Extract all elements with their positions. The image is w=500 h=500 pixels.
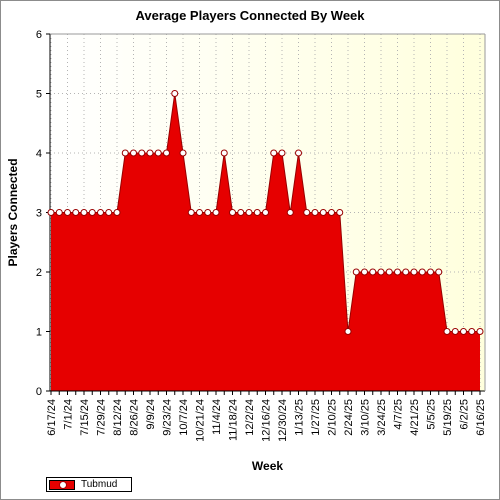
data-point [196, 209, 203, 216]
data-point [476, 328, 484, 335]
data-point [138, 149, 146, 157]
y-tick-label: 6 [36, 29, 42, 41]
x-tick-label: 2/24/25 [343, 399, 355, 436]
x-tick-label: 8/12/24 [112, 399, 124, 436]
data-point [394, 268, 401, 276]
data-point [113, 209, 121, 216]
data-point [130, 149, 137, 157]
data-point [229, 209, 236, 216]
x-tick-label: 6/2/25 [459, 399, 471, 430]
data-point [179, 149, 187, 157]
y-axis-label: Players Connected [6, 158, 20, 266]
x-tick-label: 5/19/25 [442, 399, 454, 436]
data-point [278, 149, 286, 157]
data-point [303, 209, 311, 216]
data-point [204, 209, 212, 216]
data-point [105, 209, 113, 216]
data-point [336, 209, 344, 216]
x-tick-label: 2/10/25 [327, 399, 339, 436]
series-area-fill [51, 93, 480, 391]
data-point [344, 328, 352, 335]
data-point [427, 268, 434, 276]
data-point [377, 268, 385, 276]
data-point [361, 268, 368, 276]
x-tick-label: 4/21/25 [409, 399, 421, 436]
data-point [64, 209, 71, 216]
data-point [443, 328, 451, 335]
x-tick-label: 9/9/24 [145, 399, 157, 430]
legend: Tubmud [46, 477, 132, 492]
y-tick-label: 4 [36, 148, 42, 160]
data-point [72, 209, 80, 216]
data-point [468, 328, 476, 335]
legend-marker-icon [59, 481, 67, 489]
data-point [47, 209, 55, 216]
x-tick-labels: 6/17/24 7/1/24 7/15/24 7/29/24 8/12/24 8/26/2… [46, 399, 487, 442]
data-point [402, 268, 410, 276]
data-point [121, 149, 129, 157]
x-tick-label: 4/7/25 [393, 399, 405, 430]
x-tick-label: 10/7/24 [178, 399, 190, 436]
data-point [435, 268, 443, 276]
data-point [451, 328, 459, 335]
data-point [270, 149, 278, 157]
chart-title: Average Players Connected By Week [135, 8, 365, 23]
x-tick-label: 7/1/24 [63, 399, 75, 430]
data-point [418, 268, 426, 276]
data-point [97, 209, 104, 216]
data-point [328, 209, 335, 216]
data-point [245, 209, 253, 216]
x-tick-label: 12/30/24 [277, 399, 289, 442]
series-markers [47, 90, 484, 335]
x-axis-label: Week [252, 459, 283, 473]
y-tick-label: 1 [36, 327, 42, 339]
data-point [253, 209, 261, 216]
data-point [295, 149, 302, 157]
x-tick-label: 11/4/24 [211, 399, 223, 435]
y-tick-label: 3 [36, 208, 42, 220]
x-tick-label: 1/13/25 [294, 399, 306, 436]
x-tick-label: 6/17/24 [46, 399, 58, 436]
x-tick-label: 3/24/25 [376, 399, 388, 436]
x-tick-label: 7/15/24 [79, 399, 91, 436]
x-tick-label: 12/2/24 [244, 399, 256, 436]
data-point [286, 209, 294, 216]
data-point [212, 209, 220, 216]
legend-label: Tubmud [81, 479, 118, 490]
data-point [88, 209, 96, 216]
data-point [171, 90, 179, 97]
y-tick-label: 2 [36, 267, 42, 279]
data-point [80, 209, 88, 216]
data-point [352, 268, 360, 276]
x-tick-label: 3/10/25 [360, 399, 372, 436]
y-tick-label: 5 [36, 89, 42, 101]
y-tick-labels: 0 1 2 3 4 5 6 [36, 29, 42, 398]
data-point [220, 149, 228, 157]
x-tick-label: 1/27/25 [310, 399, 322, 436]
x-tick-label: 9/23/24 [162, 399, 174, 436]
data-point [410, 268, 418, 276]
data-point [187, 209, 195, 216]
data-point [311, 209, 319, 216]
data-point [369, 268, 377, 276]
x-tick-label: 7/29/24 [96, 399, 108, 436]
data-point [460, 328, 467, 335]
data-point [154, 149, 162, 157]
legend-swatch [49, 480, 75, 490]
data-point [319, 209, 327, 216]
data-point [55, 209, 63, 216]
data-point [262, 209, 269, 216]
x-tick-label: 12/16/24 [261, 399, 273, 442]
x-tick-label: 11/18/24 [228, 399, 240, 441]
x-tick-label: 10/21/24 [195, 399, 207, 442]
x-tick-label: 6/16/25 [475, 399, 487, 436]
y-tick-label: 0 [36, 386, 42, 398]
data-point [163, 149, 170, 157]
x-tick-label: 5/5/25 [426, 399, 438, 430]
data-point [146, 149, 154, 157]
data-point [385, 268, 393, 276]
x-tick-label: 8/26/24 [129, 399, 141, 436]
data-point [237, 209, 245, 216]
